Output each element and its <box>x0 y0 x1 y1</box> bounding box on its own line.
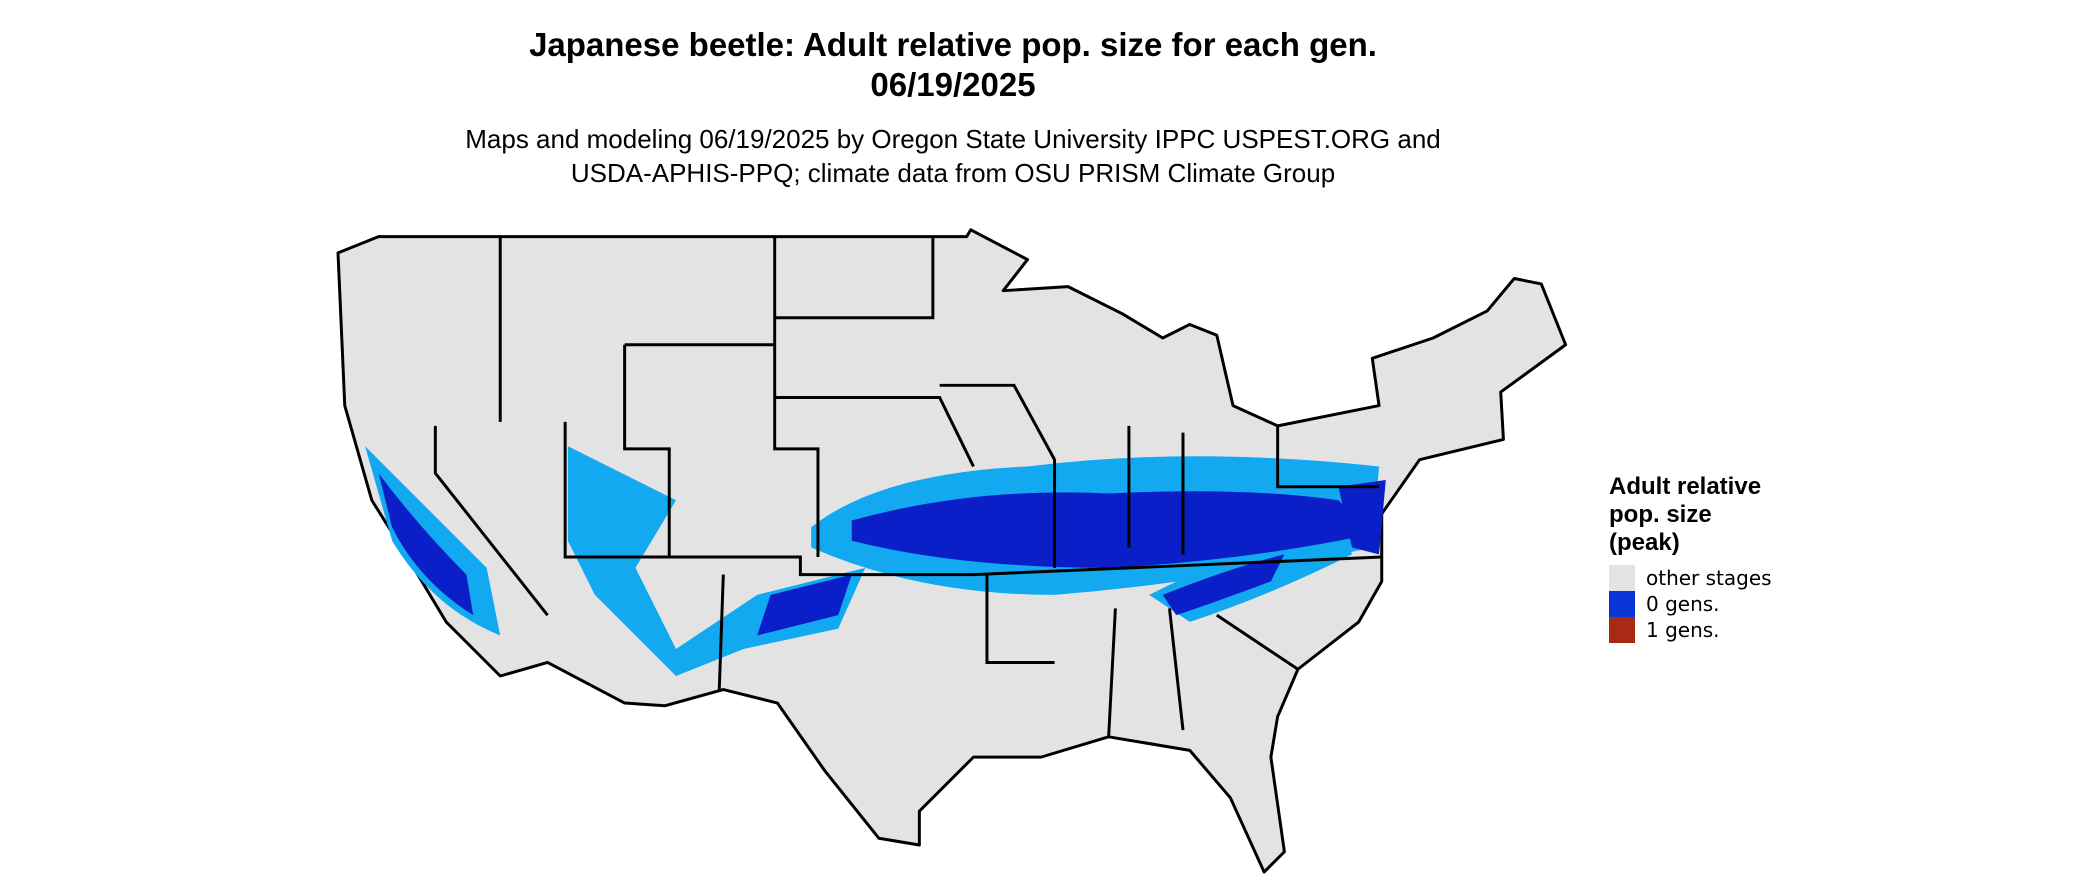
pop-band-dark <box>378 473 1386 636</box>
legend-title: Adult relative <box>1609 473 1761 500</box>
legend-title: (peak) <box>1609 529 1680 556</box>
legend-swatch <box>1609 565 1635 591</box>
subtitle: Maps and modeling 06/19/2025 by Oregon S… <box>465 124 1441 154</box>
legend-title: pop. size <box>1609 501 1712 528</box>
title: 06/19/2025 <box>870 66 1035 103</box>
subtitle: USDA-APHIS-PPQ; climate data from OSU PR… <box>571 158 1335 188</box>
legend-label: 1 gens. <box>1646 618 1720 642</box>
legend-label: 0 gens. <box>1646 592 1720 616</box>
legend-label: other stages <box>1646 566 1772 590</box>
title: Japanese beetle: Adult relative pop. siz… <box>529 26 1377 63</box>
legend-swatch <box>1609 617 1635 643</box>
legend-swatch <box>1609 591 1635 617</box>
us-map <box>336 228 1568 874</box>
titles: Japanese beetle: Adult relative pop. siz… <box>465 26 1441 188</box>
state-borders <box>433 236 1382 737</box>
